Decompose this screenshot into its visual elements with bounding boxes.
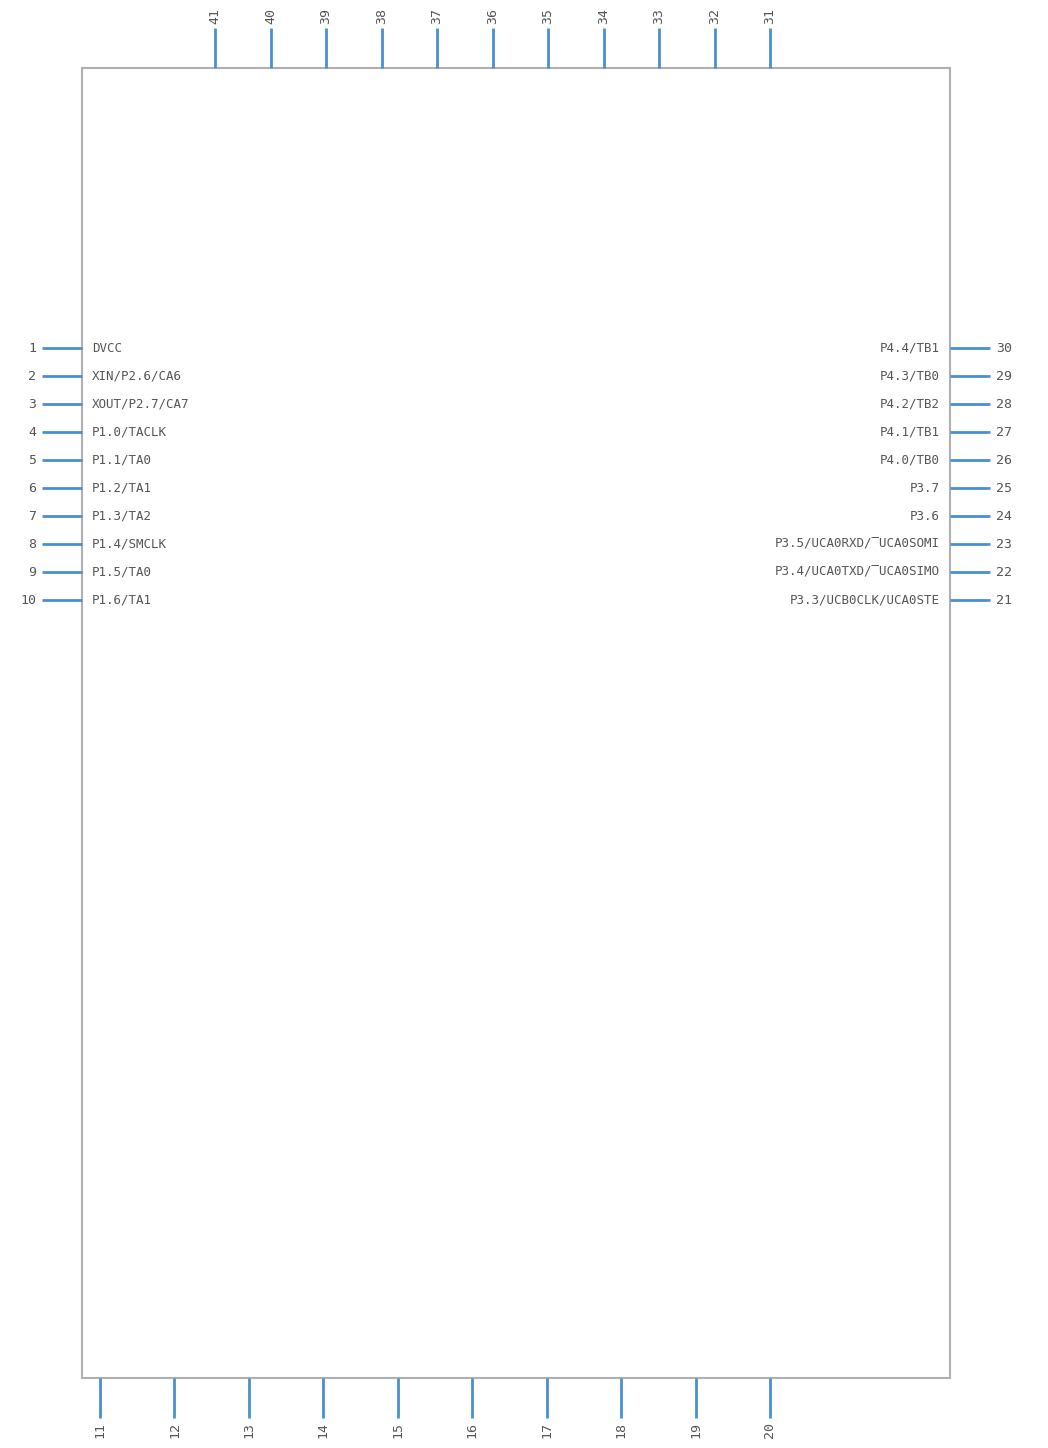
Text: 16: 16: [465, 1422, 479, 1438]
Text: 19: 19: [689, 1422, 702, 1438]
Text: P4.1/TB1: P4.1/TB1: [880, 426, 940, 439]
Text: 7: 7: [28, 510, 36, 523]
Text: 12: 12: [168, 1422, 181, 1438]
Text: P3.4/UCA0TXD/̅UCA0SIMO: P3.4/UCA0TXD/̅UCA0SIMO: [776, 566, 940, 579]
Text: P1.0/TACLK: P1.0/TACLK: [92, 426, 167, 439]
Text: 2: 2: [28, 369, 36, 382]
Text: 25: 25: [996, 482, 1012, 495]
Text: P1.5/TA0: P1.5/TA0: [92, 566, 152, 579]
Text: 3: 3: [28, 398, 36, 410]
Text: 38: 38: [375, 9, 388, 25]
Text: 13: 13: [242, 1422, 256, 1438]
Text: P1.3/TA2: P1.3/TA2: [92, 510, 152, 523]
Text: 33: 33: [653, 9, 665, 25]
Text: 6: 6: [28, 482, 36, 495]
Text: 9: 9: [28, 566, 36, 579]
Text: 4: 4: [28, 426, 36, 439]
Text: 32: 32: [708, 9, 721, 25]
Text: P3.7: P3.7: [910, 482, 940, 495]
Text: 11: 11: [93, 1422, 107, 1438]
Text: 36: 36: [486, 9, 499, 25]
Text: P3.6: P3.6: [910, 510, 940, 523]
Text: P4.0/TB0: P4.0/TB0: [880, 453, 940, 466]
Text: 39: 39: [320, 9, 332, 25]
Text: P3.3/UCB0CLK/UCA0STE: P3.3/UCB0CLK/UCA0STE: [790, 594, 940, 607]
Text: 23: 23: [996, 537, 1012, 550]
Text: XIN/P2.6/CA6: XIN/P2.6/CA6: [92, 369, 182, 382]
Text: 24: 24: [996, 510, 1012, 523]
Text: P4.3/TB0: P4.3/TB0: [880, 369, 940, 382]
Text: 8: 8: [28, 537, 36, 550]
Text: P4.4/TB1: P4.4/TB1: [880, 342, 940, 355]
Text: 34: 34: [597, 9, 610, 25]
Text: DVCC: DVCC: [92, 342, 122, 355]
Text: P1.6/TA1: P1.6/TA1: [92, 594, 152, 607]
Text: 30: 30: [996, 342, 1012, 355]
Text: 14: 14: [316, 1422, 330, 1438]
Text: 29: 29: [996, 369, 1012, 382]
Text: 22: 22: [996, 566, 1012, 579]
Text: P3.5/UCA0RXD/̅UCA0SOMI: P3.5/UCA0RXD/̅UCA0SOMI: [776, 537, 940, 550]
Text: 35: 35: [542, 9, 554, 25]
Text: P1.4/SMCLK: P1.4/SMCLK: [92, 537, 167, 550]
Text: 17: 17: [540, 1422, 553, 1438]
Text: P4.2/TB2: P4.2/TB2: [880, 398, 940, 410]
Text: P1.2/TA1: P1.2/TA1: [92, 482, 152, 495]
Text: 1: 1: [28, 342, 36, 355]
Text: 40: 40: [264, 9, 277, 25]
Text: P1.1/TA0: P1.1/TA0: [92, 453, 152, 466]
Text: 28: 28: [996, 398, 1012, 410]
Text: 31: 31: [764, 9, 777, 25]
Text: 41: 41: [209, 9, 221, 25]
Text: 26: 26: [996, 453, 1012, 466]
Text: 5: 5: [28, 453, 36, 466]
Text: 20: 20: [764, 1422, 777, 1438]
Text: 15: 15: [391, 1422, 405, 1438]
Text: 18: 18: [614, 1422, 628, 1438]
Text: 37: 37: [431, 9, 443, 25]
Text: XOUT/P2.7/CA7: XOUT/P2.7/CA7: [92, 398, 190, 410]
Text: 27: 27: [996, 426, 1012, 439]
Text: 21: 21: [996, 594, 1012, 607]
Text: 10: 10: [20, 594, 36, 607]
Bar: [82, 68, 949, 1378]
